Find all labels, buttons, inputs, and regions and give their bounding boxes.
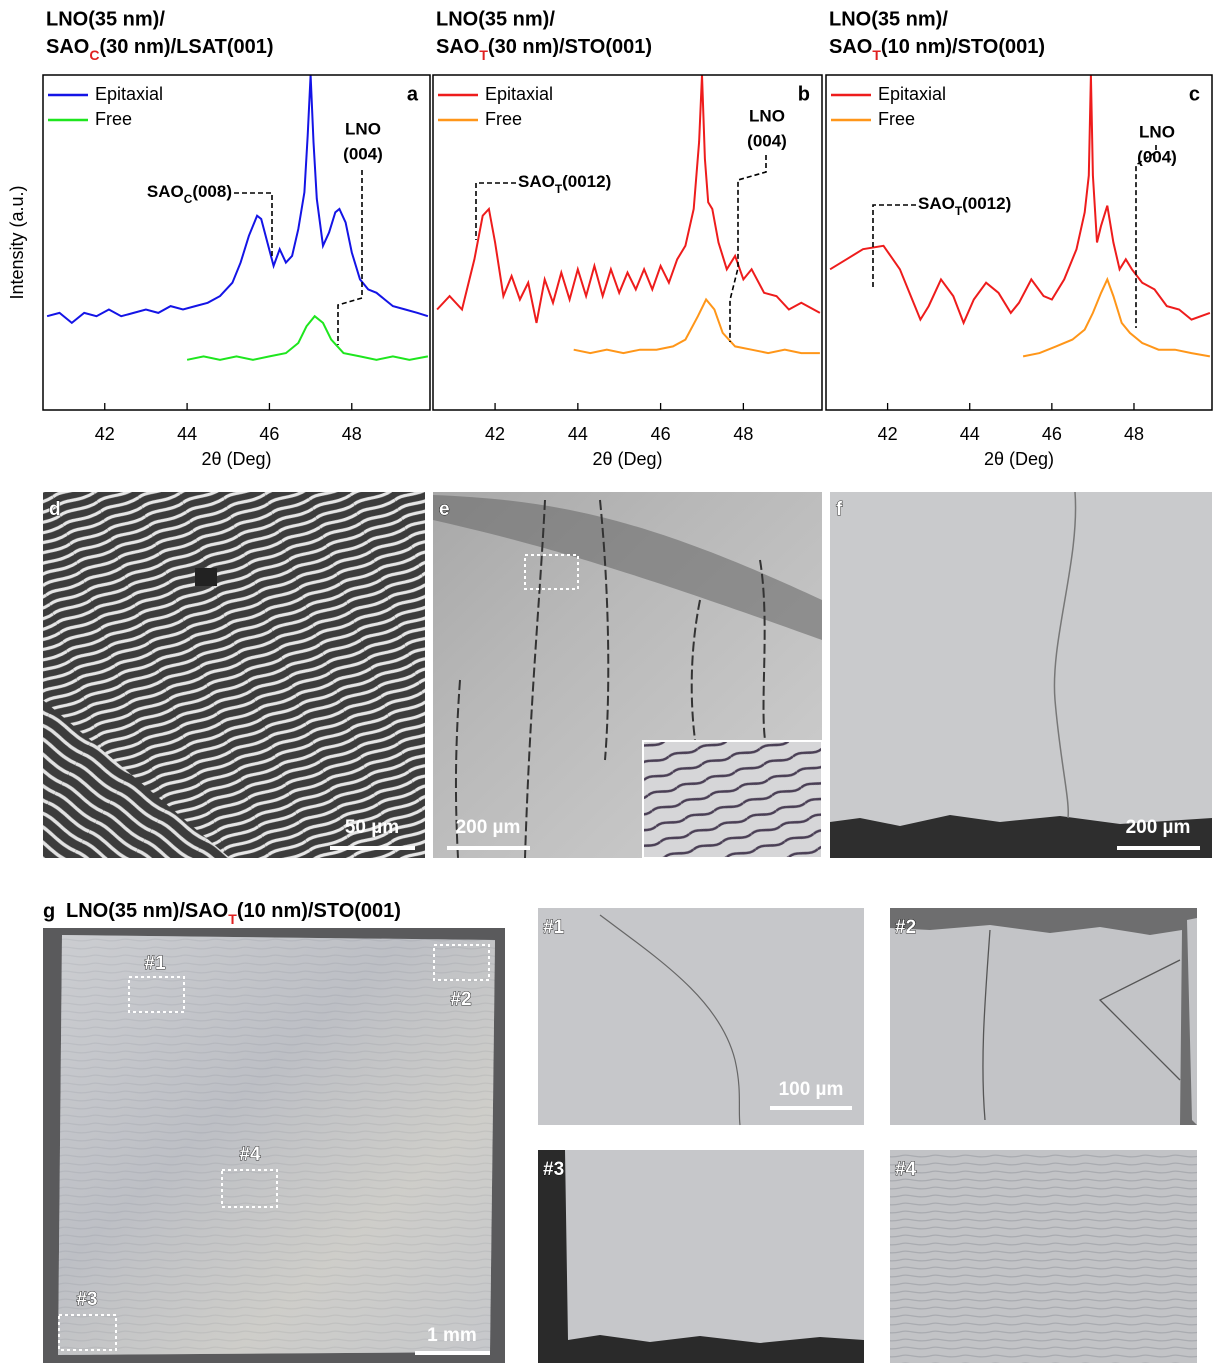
text-part: (30 nm)/STO(001) bbox=[488, 36, 652, 58]
text-part: SAO bbox=[436, 36, 479, 58]
x-tick-label: 44 bbox=[960, 424, 980, 444]
scale-bar-label: 200 µm bbox=[456, 817, 521, 838]
defect bbox=[195, 568, 217, 586]
scale-bar-label: 50 µm bbox=[345, 817, 399, 838]
text-part: (008) bbox=[192, 182, 232, 201]
annotation-line bbox=[1136, 145, 1156, 328]
chart-title: LNO(35 nm)/ bbox=[436, 8, 555, 30]
text-part: SAO bbox=[829, 36, 872, 58]
annotation: SAOT(0012) bbox=[918, 194, 1011, 218]
x-tick-label: 46 bbox=[651, 424, 671, 444]
chart-subtitle: SAOT(30 nm)/STO(001) bbox=[436, 36, 652, 62]
y-axis-label: Intensity (a.u.) bbox=[7, 185, 27, 299]
annotation-line bbox=[338, 170, 362, 345]
text-part: (10 nm)/STO(001) bbox=[237, 900, 401, 922]
panel-label: e bbox=[439, 499, 450, 520]
zoom-label: #1 bbox=[543, 917, 565, 938]
annotation: (004) bbox=[343, 144, 383, 163]
text-part: SAO bbox=[46, 36, 89, 58]
x-tick-label: 48 bbox=[1124, 424, 1144, 444]
x-tick-label: 42 bbox=[485, 424, 505, 444]
zoom-3 bbox=[538, 1150, 864, 1363]
chart-subtitle: SAOT(10 nm)/STO(001) bbox=[829, 36, 1045, 62]
zoom-label: #3 bbox=[543, 1159, 564, 1180]
annotation: LNO bbox=[749, 106, 785, 125]
x-tick-label: 48 bbox=[733, 424, 753, 444]
zoom-label: #2 bbox=[895, 917, 916, 938]
data-line bbox=[574, 300, 820, 354]
legend-label: Free bbox=[878, 109, 915, 129]
x-tick-label: 48 bbox=[342, 424, 362, 444]
annotation: (004) bbox=[747, 131, 787, 150]
legend-label: Epitaxial bbox=[95, 84, 163, 104]
x-axis-label: 2θ (Deg) bbox=[201, 449, 271, 469]
annotation-line bbox=[730, 155, 766, 342]
text-part: SAO bbox=[518, 172, 555, 191]
legend-label: Free bbox=[485, 109, 522, 129]
scale-bar-label: 1 mm bbox=[427, 1325, 477, 1346]
panel-label: a bbox=[407, 83, 419, 105]
subscript: C bbox=[89, 47, 99, 63]
annotation-line bbox=[476, 183, 516, 240]
zoom-4 bbox=[890, 1150, 1197, 1363]
legend-label: Epitaxial bbox=[485, 84, 553, 104]
legend-label: Epitaxial bbox=[878, 84, 946, 104]
inset bbox=[643, 741, 822, 858]
region-label: #4 bbox=[239, 1144, 261, 1165]
scale-bar-label: 100 µm bbox=[779, 1079, 844, 1100]
text-part: (0012) bbox=[962, 194, 1011, 213]
text-part: (0012) bbox=[562, 172, 611, 191]
zoom-2 bbox=[890, 908, 1197, 1125]
x-axis-label: 2θ (Deg) bbox=[592, 449, 662, 469]
panel-title: LNO(35 nm)/SAOT(10 nm)/STO(001) bbox=[66, 900, 401, 926]
chart-subtitle: SAOC(30 nm)/LSAT(001) bbox=[46, 36, 274, 62]
text-part: SAO bbox=[147, 182, 184, 201]
x-tick-label: 42 bbox=[95, 424, 115, 444]
panel-label: d bbox=[49, 499, 61, 520]
annotation: LNO bbox=[345, 119, 381, 138]
annotation: SAOC(008) bbox=[147, 182, 232, 206]
annotation: LNO bbox=[1139, 122, 1175, 141]
text-part: SAO bbox=[918, 194, 955, 213]
x-axis-label: 2θ (Deg) bbox=[984, 449, 1054, 469]
region-label: #1 bbox=[144, 953, 166, 974]
figure: LNO(35 nm)/SAOC(30 nm)/LSAT(001)Epitaxia… bbox=[0, 0, 1213, 1363]
x-tick-label: 46 bbox=[1042, 424, 1062, 444]
micrograph-f bbox=[830, 492, 1212, 858]
data-line bbox=[1023, 279, 1210, 356]
text-part: (10 nm)/STO(001) bbox=[881, 36, 1045, 58]
chart-title: LNO(35 nm)/ bbox=[829, 8, 948, 30]
data-line bbox=[187, 316, 428, 360]
annotation: (004) bbox=[1137, 147, 1177, 166]
scale-bar-label: 200 µm bbox=[1126, 817, 1191, 838]
chart-title: LNO(35 nm)/ bbox=[46, 8, 165, 30]
annotation: SAOT(0012) bbox=[518, 172, 611, 196]
legend-label: Free bbox=[95, 109, 132, 129]
panel-label: g bbox=[43, 900, 55, 922]
zoom-label: #4 bbox=[895, 1159, 917, 1180]
x-tick-label: 46 bbox=[259, 424, 279, 444]
panel-label: c bbox=[1189, 83, 1200, 105]
sample-shading bbox=[58, 935, 495, 1355]
x-tick-label: 44 bbox=[568, 424, 588, 444]
panel-label: f bbox=[836, 499, 843, 520]
x-tick-label: 42 bbox=[878, 424, 898, 444]
region-label: #2 bbox=[450, 989, 471, 1010]
text-part: LNO(35 nm)/SAO bbox=[66, 900, 228, 922]
region-label: #3 bbox=[76, 1289, 97, 1310]
x-tick-label: 44 bbox=[177, 424, 197, 444]
text-part: (30 nm)/LSAT(001) bbox=[99, 36, 273, 58]
panel-label: b bbox=[798, 83, 810, 105]
